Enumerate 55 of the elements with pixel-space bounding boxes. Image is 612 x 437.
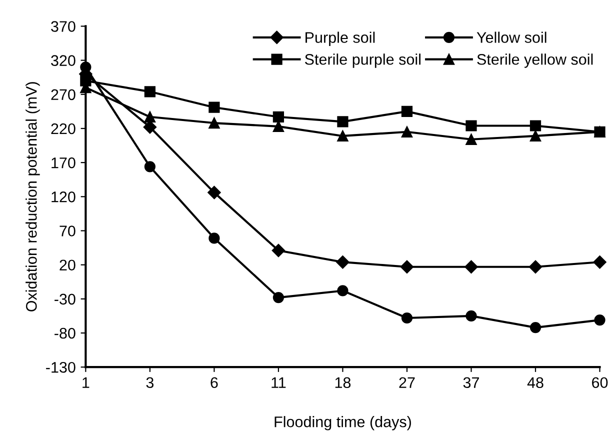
point [466,310,477,322]
y-axis-title: Oxidation reduction potential (mV) [26,82,40,312]
point [337,116,348,128]
x-tick-label: 18 [335,377,351,388]
point [336,256,350,269]
x-axis-title: Flooding time (days) [274,416,411,430]
point [272,111,284,122]
point [272,244,286,258]
y-tick-label: 20 [60,260,76,271]
x-tick-label: 6 [210,377,218,388]
point [530,130,542,142]
x-tick-label: 27 [399,377,415,388]
point [208,186,221,200]
point [528,260,542,274]
x-tick-label: 3 [146,377,154,388]
point [143,120,157,134]
x-tick-label: 37 [463,377,479,388]
point [337,130,348,142]
legend-label: Yellow soil [476,32,546,43]
x-tick-label: 48 [527,377,544,388]
point [144,111,156,122]
y-tick-label: -130 [46,362,76,373]
x-tick-label: 1 [82,377,90,388]
y-tick-label: 170 [52,157,76,168]
point [530,120,542,132]
point [208,117,220,129]
point [401,106,413,117]
y-tick-label: 220 [51,123,76,134]
point [594,314,606,326]
point [466,120,477,132]
x-tick-label: 60 [592,377,608,388]
point [144,161,156,172]
point [401,126,413,138]
y-tick-label: -80 [54,328,76,339]
point [272,292,284,304]
point [400,260,414,274]
point [466,134,477,145]
point [530,322,542,334]
y-tick-label: 320 [51,55,76,66]
x-tick-label: 11 [272,377,286,388]
y-tick-label: 70 [60,226,76,236]
y-tick-label: 270 [51,89,76,100]
legend-label: Sterile yellow soil [477,54,593,68]
point [401,312,413,324]
point [208,102,220,113]
y-tick-label: 120 [52,192,76,202]
point [208,232,220,244]
point [593,256,606,269]
point [464,260,478,274]
point [144,86,156,98]
legend-label: Sterile purple soil [304,54,420,68]
legend-label: Purple soil [306,32,375,46]
y-tick-label: 370 [51,21,76,32]
y-tick-label: -30 [54,294,76,305]
point [337,285,348,296]
